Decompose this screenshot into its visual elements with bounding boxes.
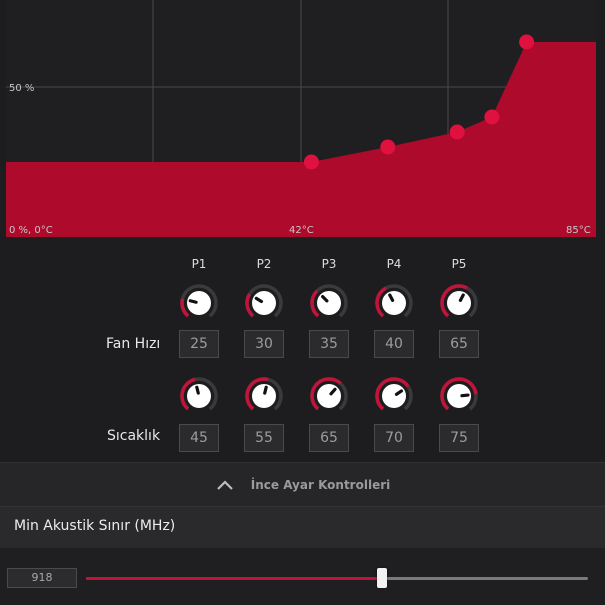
fan-speed-knob-p2[interactable] <box>244 283 284 323</box>
min-acoustic-title: Min Akustik Sınır (MHz) <box>14 518 176 534</box>
fine-tune-controls-toggle[interactable]: İnce Ayar Kontrolleri <box>0 462 605 507</box>
header-p2: P2 <box>256 257 272 271</box>
temperature-value-p2[interactable]: 55 <box>244 424 284 452</box>
fan-speed-knob-p1[interactable] <box>179 283 219 323</box>
curve-point-p3[interactable] <box>449 124 465 140</box>
fine-tune-label: İnce Ayar Kontrolleri <box>250 478 391 492</box>
fan-speed-knob-p3[interactable] <box>309 283 349 323</box>
min-acoustic-value-field[interactable]: 918 <box>7 568 77 588</box>
temperature-value-p5[interactable]: 75 <box>439 424 479 452</box>
origin-label: 0 %, 0°C <box>9 225 53 236</box>
header-p5: P5 <box>451 257 467 271</box>
curve-point-p5[interactable] <box>519 34 535 50</box>
header-p4: P4 <box>386 257 402 271</box>
fan-speed-label: Fan Hızı <box>106 336 161 352</box>
curve-point-p4[interactable] <box>484 109 500 125</box>
fan-speed-value-p4[interactable]: 40 <box>374 330 414 358</box>
temperature-knob-p5[interactable] <box>439 376 479 416</box>
min-acoustic-slider-row: 918 <box>0 548 605 605</box>
fan-speed-value-p2[interactable]: 30 <box>244 330 284 358</box>
temperature-knob-p3[interactable] <box>309 376 349 416</box>
fan-curve-area <box>6 42 596 237</box>
fan-points-panel: P1 P2 P3 P4 P5 Fan Hızı Sıcaklık 25 30 3… <box>0 240 605 462</box>
slider-thumb[interactable] <box>377 568 388 588</box>
temperature-value-p1[interactable]: 45 <box>179 424 219 452</box>
x-label-end: 85°C <box>566 225 591 236</box>
slider-fill <box>86 577 383 580</box>
temperature-knob-p1[interactable] <box>179 376 219 416</box>
temperature-knob-p2[interactable] <box>244 376 284 416</box>
x-label-mid: 42°C <box>289 225 314 236</box>
min-acoustic-section-header: Min Akustik Sınır (MHz) <box>0 506 605 549</box>
fan-curve-chart[interactable]: 50 % 0 %, 0°C 42°C 85°C <box>0 0 605 240</box>
min-acoustic-slider[interactable] <box>86 568 588 588</box>
fan-speed-knob-p4[interactable] <box>374 283 414 323</box>
y-label-50: 50 % <box>9 83 34 94</box>
header-p3: P3 <box>321 257 337 271</box>
fan-speed-value-p5[interactable]: 65 <box>439 330 479 358</box>
temperature-label: Sıcaklık <box>107 428 161 444</box>
curve-point-p2[interactable] <box>380 139 396 155</box>
fan-speed-knob-p5[interactable] <box>439 283 479 323</box>
chevron-up-icon <box>216 480 233 490</box>
temperature-value-p4[interactable]: 70 <box>374 424 414 452</box>
fan-speed-value-p1[interactable]: 25 <box>179 330 219 358</box>
header-p1: P1 <box>191 257 207 271</box>
fan-speed-value-p3[interactable]: 35 <box>309 330 349 358</box>
temperature-value-p3[interactable]: 65 <box>309 424 349 452</box>
temperature-knob-p4[interactable] <box>374 376 414 416</box>
curve-point-p1[interactable] <box>303 154 319 170</box>
